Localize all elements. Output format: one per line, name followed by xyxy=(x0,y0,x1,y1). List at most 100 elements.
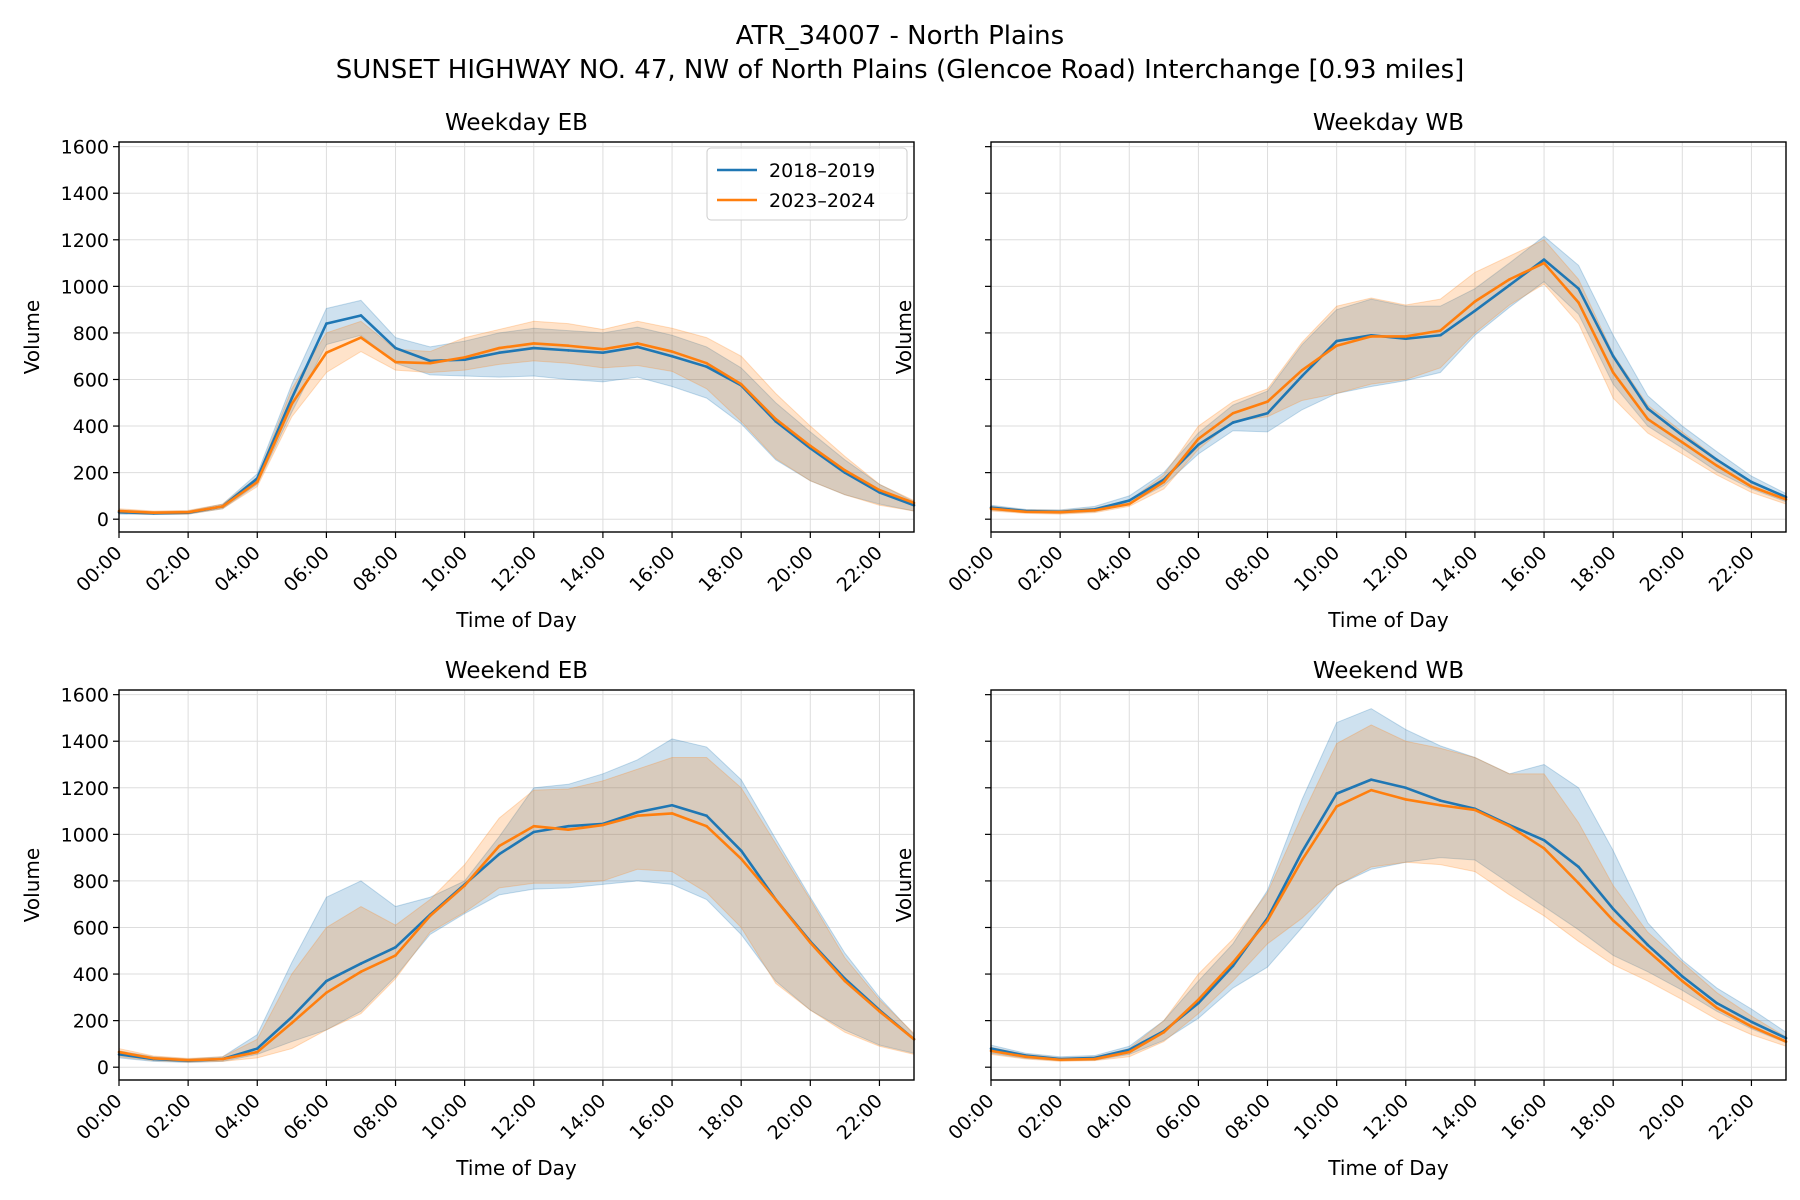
y-tick-label: 1000 xyxy=(61,276,109,298)
data-point xyxy=(1611,354,1615,358)
data-point xyxy=(1162,1030,1166,1034)
x-tick-label: 10:00 xyxy=(1290,1090,1344,1144)
y-tick-label: 200 xyxy=(73,463,109,485)
data-point xyxy=(1611,371,1615,374)
data-point xyxy=(878,488,881,492)
data-point xyxy=(1750,1025,1753,1028)
figure-title: ATR_34007 - North Plains xyxy=(736,21,1064,51)
data-point xyxy=(1715,1006,1719,1010)
data-point xyxy=(1404,798,1408,801)
data-point xyxy=(1577,881,1580,885)
x-tick-label: 08:00 xyxy=(349,542,403,596)
x-tick-label: 10:00 xyxy=(1290,542,1344,596)
series-line-2023-2024 xyxy=(990,788,1787,1062)
data-point xyxy=(1024,510,1027,514)
x-tick-label: 20:00 xyxy=(764,1090,818,1144)
legend: 2018–2019 2023–2024 xyxy=(706,147,908,221)
data-point xyxy=(1335,339,1338,343)
data-point xyxy=(1611,907,1615,911)
x-tick-label: 06:00 xyxy=(1152,542,1206,596)
x-tick-label: 14:00 xyxy=(1428,1090,1482,1144)
data-point xyxy=(843,468,847,472)
data-point xyxy=(1646,943,1650,947)
chart-panel-1: 0 200 400 600 800 1000 1200 1400 1600 00:00 02:00 0… xyxy=(20,110,916,632)
data-point xyxy=(186,1058,190,1062)
data-point xyxy=(1266,400,1269,403)
data-point xyxy=(739,382,743,386)
x-tick-label: 10:00 xyxy=(418,542,472,596)
data-point xyxy=(1335,344,1338,348)
data-point xyxy=(567,828,570,832)
data-point xyxy=(567,349,570,352)
data-point xyxy=(221,1057,224,1061)
data-point xyxy=(1197,437,1200,441)
data-point xyxy=(532,824,536,828)
data-point xyxy=(255,1050,259,1054)
y-tick-label: 1600 xyxy=(61,685,109,707)
y-tick-label: 1400 xyxy=(61,731,109,753)
y-tick-label: 0 xyxy=(97,509,109,531)
y-tick-label: 200 xyxy=(73,1011,109,1033)
data-point xyxy=(1473,309,1477,313)
chart-panel-3: 0 200 400 600 800 1000 1200 1400 1600 00:00 02:00 0… xyxy=(20,658,916,1180)
y-tick-label: 600 xyxy=(73,369,109,391)
x-tick-label: 08:00 xyxy=(1221,542,1275,596)
data-point xyxy=(1197,998,1200,1001)
data-point xyxy=(670,803,674,807)
x-tick-label: 22:00 xyxy=(1705,1090,1759,1144)
x-tick-label: 18:00 xyxy=(1566,542,1620,596)
data-point xyxy=(1266,919,1269,922)
x-tick-label: 12:00 xyxy=(1359,1090,1413,1144)
x-tick-label: 14:00 xyxy=(556,1090,610,1144)
data-point xyxy=(1473,300,1477,303)
data-point xyxy=(1266,411,1269,415)
data-point xyxy=(325,979,328,983)
data-point xyxy=(1404,786,1408,790)
data-point xyxy=(1369,788,1373,792)
data-point xyxy=(1542,258,1546,261)
panel-title: Weekend WB xyxy=(1313,658,1464,684)
data-point xyxy=(290,1021,294,1025)
x-tick-label: 00:00 xyxy=(944,1090,998,1144)
x-tick-label: 06:00 xyxy=(1152,1090,1206,1144)
x-tick-label: 06:00 xyxy=(280,1090,334,1144)
data-point xyxy=(1542,261,1546,265)
data-point xyxy=(1577,865,1580,869)
y-axis-label: Volume xyxy=(892,300,916,374)
data-point xyxy=(567,824,570,828)
data-point xyxy=(1646,417,1650,421)
y-axis-label: Volume xyxy=(20,848,44,922)
x-axis-label: Time of Day xyxy=(455,1156,577,1180)
data-point xyxy=(1231,961,1235,964)
data-point xyxy=(1646,949,1650,953)
y-tick-label: 1200 xyxy=(61,778,109,800)
data-point xyxy=(1439,329,1442,332)
data-point xyxy=(1369,778,1373,781)
x-axis-label: Time of Day xyxy=(455,608,577,632)
data-point xyxy=(325,351,328,355)
panel-title: Weekend EB xyxy=(445,658,588,684)
data-point xyxy=(1197,443,1200,446)
data-point xyxy=(670,350,674,353)
panel-title: Weekday EB xyxy=(445,110,588,136)
plot-frame xyxy=(990,689,1787,1081)
data-point xyxy=(1300,374,1304,378)
data-point xyxy=(1715,458,1719,462)
x-axis-label: Time of Day xyxy=(1327,608,1449,632)
x-tick-label: 16:00 xyxy=(625,1090,679,1144)
data-point xyxy=(463,884,466,887)
data-point xyxy=(152,1057,155,1060)
data-point xyxy=(1093,1057,1096,1061)
data-point xyxy=(186,510,190,514)
data-point xyxy=(394,945,397,949)
data-point xyxy=(1024,1055,1027,1059)
x-tick-label: 08:00 xyxy=(349,1090,403,1144)
data-point xyxy=(463,358,466,362)
data-point xyxy=(1542,847,1546,850)
data-point xyxy=(1127,502,1131,506)
data-point xyxy=(1127,499,1131,502)
data-point xyxy=(601,347,605,351)
x-tick-label: 10:00 xyxy=(418,1090,472,1144)
